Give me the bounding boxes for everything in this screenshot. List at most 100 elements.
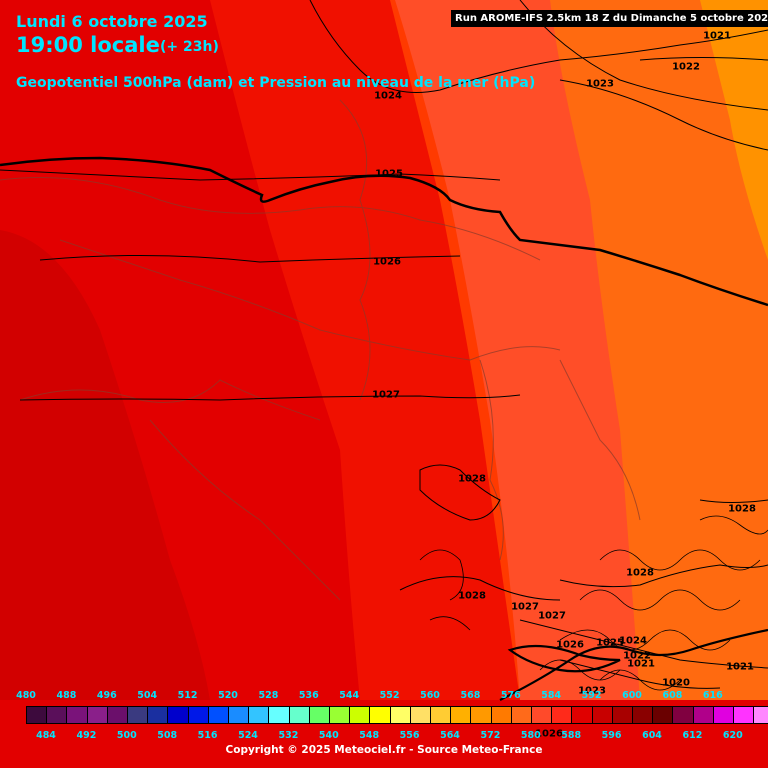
forecast-time: 19:00 locale: [16, 33, 160, 57]
legend-top-value: 576: [500, 690, 521, 701]
legend-top-value: 600: [622, 690, 642, 701]
legend-swatch: [430, 706, 452, 724]
legend-swatch: [591, 706, 613, 724]
national-border-south: [499, 628, 768, 701]
legend-swatch: [187, 706, 209, 724]
band-592: [550, 0, 768, 700]
isobar-label: 1023: [586, 78, 614, 90]
isobar-label: 1027: [372, 389, 400, 401]
legend-top-value: 592: [581, 690, 602, 701]
band-596: [700, 0, 768, 260]
legend-top-value: 520: [218, 690, 238, 701]
admin-borders: [0, 99, 641, 601]
isobar-label: 1025: [375, 168, 403, 180]
legend-swatch: [207, 706, 229, 724]
legend-swatch: [733, 706, 755, 724]
parameter-title: Geopotentiel 500hPa (dam) et Pression au…: [16, 75, 536, 91]
legend-swatch: [46, 706, 68, 724]
legend-bottom-value: 516: [197, 730, 218, 741]
legend-top-value: 480: [16, 690, 36, 701]
legend-bottom-value: 548: [359, 730, 380, 741]
legend-bottom-value: 508: [157, 730, 178, 741]
legend-bottom-value: 540: [318, 730, 339, 741]
legend-swatch: [369, 706, 391, 724]
legend-swatch: [611, 706, 633, 724]
isobar-label: 1021: [703, 30, 731, 42]
isobar-label: 1028: [728, 503, 756, 515]
legend-bottom-value: 612: [682, 730, 703, 741]
legend-bottom-value: 484: [36, 730, 56, 741]
legend-swatch: [571, 706, 593, 724]
legend-swatch: [712, 706, 734, 724]
national-border: [0, 156, 768, 307]
isobar-label: 1027: [511, 601, 539, 613]
legend-bottom-value: 556: [399, 730, 420, 741]
legend-swatch: [531, 706, 553, 724]
legend-swatch: [632, 706, 654, 724]
legend-bottom-value: 596: [601, 730, 622, 741]
isobar-label: 1026: [373, 256, 401, 268]
legend-top-value: 584: [541, 690, 562, 701]
legend-bottom-value: 604: [642, 730, 662, 741]
lead-time: (+ 23h): [160, 39, 219, 55]
legend-swatch: [147, 706, 169, 724]
legend-swatch: [26, 706, 48, 724]
isobar-label: 1026: [556, 639, 584, 651]
legend-swatch: [510, 706, 532, 724]
legend-top-value: 608: [662, 690, 683, 701]
legend-swatch: [692, 706, 714, 724]
legend-top-value: 560: [420, 690, 440, 701]
legend-bottom-value: 524: [238, 730, 258, 741]
legend-swatch: [86, 706, 108, 724]
legend-bottom-value: 588: [561, 730, 582, 741]
isobar-label: 1026: [535, 728, 563, 740]
legend-bottom-value: 500: [116, 730, 137, 741]
isobar-label: 1021: [726, 661, 754, 673]
isobar-label: 1022: [672, 61, 700, 73]
lake: [507, 644, 621, 673]
run-info: Run AROME-IFS 2.5km 18 Z du Dimanche 5 o…: [451, 10, 768, 27]
legend-swatch: [672, 706, 694, 724]
forecast-date: Lundi 6 octobre 2025: [16, 12, 208, 31]
band-darker-sw: [0, 230, 210, 700]
isobar-label: 1021: [627, 658, 655, 670]
legend-swatch: [753, 706, 768, 724]
isobar-label: 1022: [623, 650, 651, 662]
legend-swatch: [288, 706, 310, 724]
legend-top-value: 536: [298, 690, 319, 701]
legend-swatch: [490, 706, 512, 724]
legend-swatch: [652, 706, 674, 724]
legend-swatch: [329, 706, 351, 724]
isobar-label: 1024: [374, 90, 402, 102]
legend-bottom-value: 572: [480, 730, 501, 741]
legend-swatch: [450, 706, 472, 724]
legend-top-value: 504: [137, 690, 158, 701]
legend-bottom-value: 580: [520, 730, 541, 741]
copyright: Copyright © 2025 Meteociel.fr - Source M…: [225, 744, 543, 756]
legend-bottom-value: 564: [440, 730, 460, 741]
isobar-label: 1027: [538, 610, 566, 622]
legend-bottom-value: 620: [722, 730, 743, 741]
mountain-contours: [419, 515, 768, 691]
legend-swatch: [167, 706, 189, 724]
isobar-label: 1025: [596, 637, 624, 649]
legend-swatch: [389, 706, 411, 724]
legend-top-value: 568: [460, 690, 481, 701]
legend-swatch: [127, 706, 149, 724]
legend-swatch: [551, 706, 573, 724]
legend-swatch: [268, 706, 290, 724]
legend-swatch: [409, 706, 431, 724]
legend-swatch: [228, 706, 250, 724]
legend-top-value: 488: [56, 690, 77, 701]
legend-top-value: 616: [702, 690, 723, 701]
legend-swatch: [66, 706, 88, 724]
legend-swatch: [470, 706, 492, 724]
isobar-label: 1024: [619, 635, 647, 647]
isobar-label: 1028: [458, 590, 486, 602]
isobar-label: 1023: [578, 685, 606, 697]
legend-swatch: [349, 706, 371, 724]
legend-top-value: 552: [379, 690, 400, 701]
isobar-label: 1028: [626, 567, 654, 579]
legend-bottom-value: 532: [278, 730, 299, 741]
